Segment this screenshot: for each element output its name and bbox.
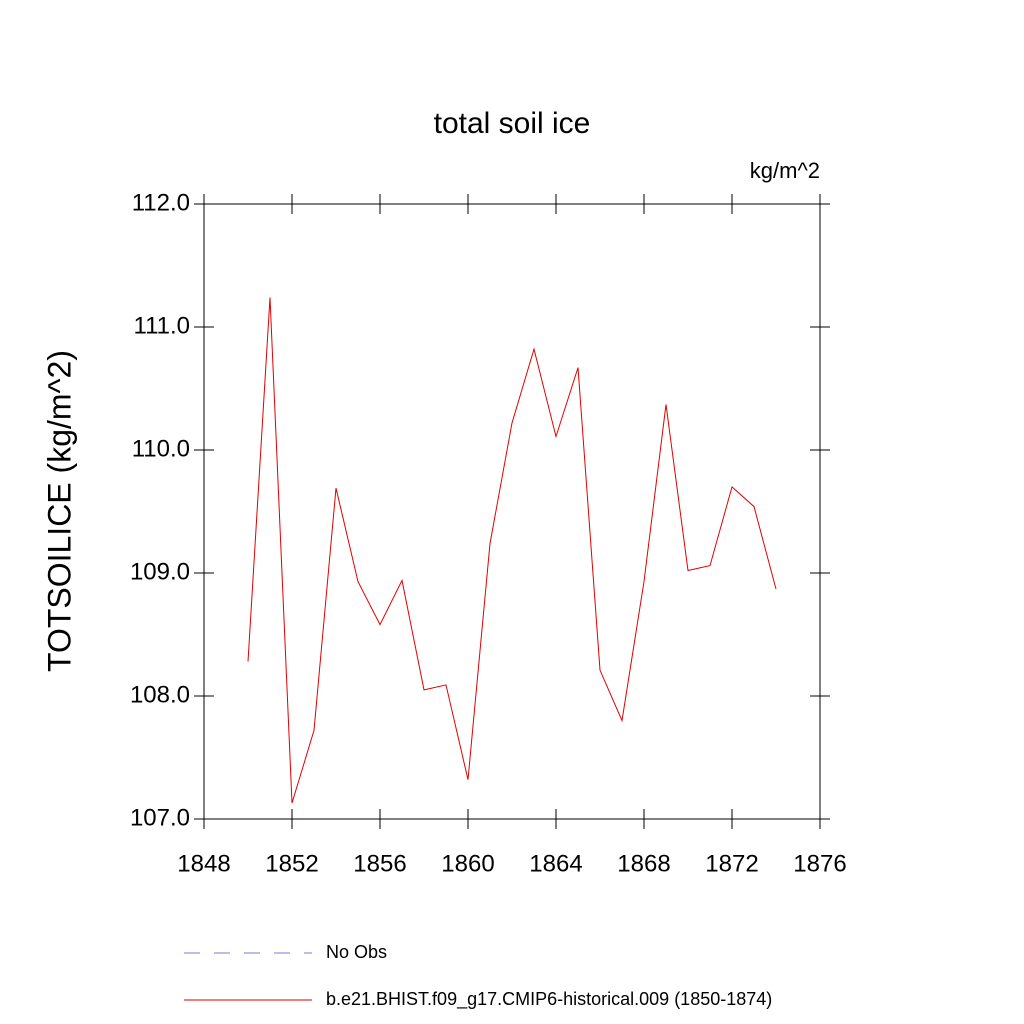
chart-title: total soil ice: [434, 107, 591, 140]
x-tick-label: 1872: [705, 850, 758, 877]
units-label: kg/m^2: [750, 158, 820, 183]
x-tick-label: 1876: [793, 850, 846, 877]
y-tick-label: 111.0: [134, 312, 191, 339]
y-tick-label: 107.0: [130, 804, 190, 831]
x-tick-label: 1852: [265, 850, 318, 877]
x-tick-label: 1860: [441, 850, 494, 877]
data-line: [247, 297, 777, 804]
plot-frame: [203, 203, 821, 820]
y-axis-label: TOTSOILICE (kg/m^2): [41, 350, 77, 672]
x-tick-label: 1864: [529, 850, 582, 877]
x-tick-label: 1848: [177, 850, 230, 877]
y-tick-label: 112.0: [132, 189, 190, 216]
y-tick-label: 110.0: [132, 435, 190, 462]
x-tick-label: 1868: [617, 850, 670, 877]
x-tick-label: 1856: [353, 850, 406, 877]
y-tick-label: 109.0: [130, 558, 190, 585]
y-tick-label: 108.0: [130, 681, 190, 708]
legend-label: No Obs: [326, 942, 387, 962]
legend-label: b.e21.BHIST.f09_g17.CMIP6-historical.009…: [326, 989, 772, 1010]
